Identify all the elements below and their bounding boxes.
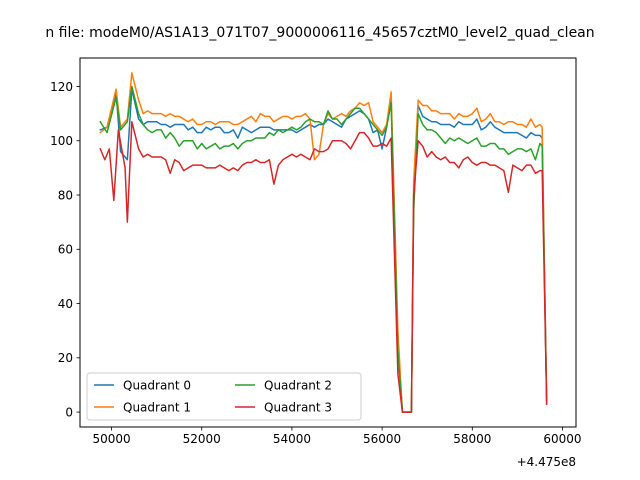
y-tick-label: 60 (58, 243, 73, 257)
legend-label: Quadrant 3 (264, 401, 332, 415)
x-tick-label: 58000 (453, 432, 491, 446)
y-tick-label: 0 (65, 405, 73, 419)
y-tick-label: 100 (50, 134, 73, 148)
x-tick-label: 56000 (363, 432, 401, 446)
plot-area (99, 72, 548, 413)
x-axis-offset-label: +4.475e8 (517, 455, 576, 469)
legend: Quadrant 0 Quadrant 1 Quadrant 2 Quadrant 3 (86, 372, 362, 421)
y-tick-label: 120 (50, 80, 73, 94)
series-line-quadrant-2 (99, 85, 548, 413)
x-tick-label: 50000 (92, 432, 130, 446)
y-tick-label: 20 (58, 351, 73, 365)
y-tick-label: 80 (58, 188, 73, 202)
y-tick-label: 40 (58, 297, 73, 311)
legend-label: Quadrant 2 (264, 379, 332, 393)
legend-label: Quadrant 1 (123, 401, 191, 415)
series-line-quadrant-0 (99, 88, 548, 413)
x-axis: 50000 52000 54000 56000 58000 60000 (92, 427, 582, 446)
legend-box (86, 372, 362, 421)
x-tick-label: 54000 (273, 432, 311, 446)
series-line-quadrant-3 (99, 121, 548, 413)
legend-label: Quadrant 0 (123, 379, 191, 393)
x-tick-label: 60000 (543, 432, 581, 446)
x-tick-label: 52000 (183, 432, 221, 446)
y-axis: 0 20 40 60 80 100 120 (50, 80, 80, 419)
axes-frame (79, 57, 577, 428)
chart-title: n file: modeM0/AS1A13_071T07_9000006116_… (45, 25, 594, 41)
